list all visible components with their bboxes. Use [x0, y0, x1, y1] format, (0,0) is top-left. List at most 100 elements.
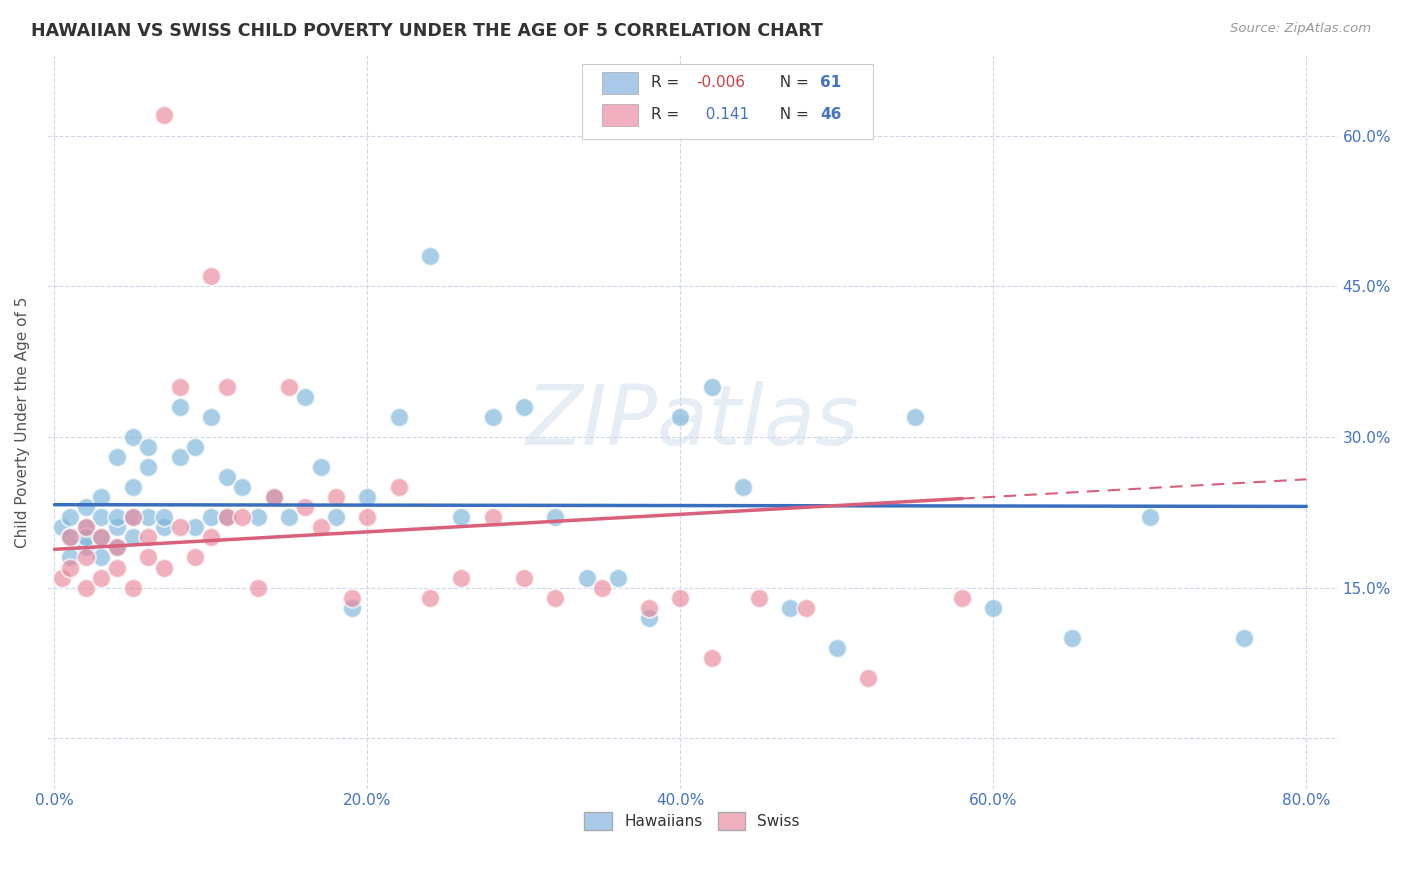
Point [856, 671, 879, 685]
Point [59, 550, 82, 565]
Text: HAWAIIAN VS SWISS CHILD POVERTY UNDER THE AGE OF 5 CORRELATION CHART: HAWAIIAN VS SWISS CHILD POVERTY UNDER TH… [31, 22, 823, 40]
Point [51, 520, 73, 534]
Text: 61: 61 [820, 75, 841, 90]
Point [388, 480, 411, 494]
Point [200, 510, 222, 524]
Point [215, 379, 238, 393]
Text: R =: R = [651, 75, 683, 90]
Point [513, 570, 536, 584]
Point [121, 510, 143, 524]
Point [75, 541, 97, 555]
Point [356, 510, 378, 524]
Point [513, 400, 536, 414]
Point [419, 591, 441, 605]
Point [138, 440, 160, 454]
Point [294, 500, 316, 515]
Point [278, 379, 301, 393]
Point [59, 560, 82, 574]
Point [356, 490, 378, 504]
Point [294, 390, 316, 404]
Point [169, 450, 191, 464]
Point [263, 490, 285, 504]
Text: N =: N = [769, 107, 813, 122]
Point [59, 530, 82, 544]
Point [575, 570, 598, 584]
Point [105, 450, 128, 464]
Point [731, 480, 754, 494]
Point [700, 379, 723, 393]
Point [138, 530, 160, 544]
Point [105, 541, 128, 555]
Point [184, 550, 207, 565]
Point [1060, 631, 1083, 645]
Point [450, 510, 472, 524]
Point [90, 490, 112, 504]
Point [419, 249, 441, 263]
Point [59, 530, 82, 544]
Point [51, 570, 73, 584]
Point [138, 510, 160, 524]
Point [169, 379, 191, 393]
Point [215, 510, 238, 524]
Point [231, 480, 253, 494]
Text: 0.141: 0.141 [696, 107, 749, 122]
Point [340, 600, 363, 615]
Point [481, 510, 503, 524]
Point [90, 570, 112, 584]
Point [75, 581, 97, 595]
Point [75, 520, 97, 534]
Text: -0.006: -0.006 [696, 75, 745, 90]
Point [779, 600, 801, 615]
Point [121, 581, 143, 595]
Point [169, 400, 191, 414]
Point [200, 409, 222, 424]
Point [215, 470, 238, 484]
Point [153, 510, 176, 524]
Point [215, 510, 238, 524]
Point [325, 490, 347, 504]
FancyBboxPatch shape [602, 71, 638, 94]
Point [904, 409, 927, 424]
Point [278, 510, 301, 524]
Point [669, 409, 692, 424]
Point [309, 520, 332, 534]
Point [606, 570, 628, 584]
Point [153, 560, 176, 574]
Text: R =: R = [651, 107, 683, 122]
Point [90, 550, 112, 565]
Point [263, 490, 285, 504]
Point [544, 591, 567, 605]
Point [794, 600, 817, 615]
Point [121, 530, 143, 544]
Point [105, 520, 128, 534]
Text: N =: N = [769, 75, 813, 90]
Point [246, 581, 269, 595]
Point [169, 520, 191, 534]
Point [983, 600, 1005, 615]
Legend: Hawaiians, Swiss: Hawaiians, Swiss [578, 806, 806, 836]
Point [90, 530, 112, 544]
Point [325, 510, 347, 524]
FancyBboxPatch shape [602, 103, 638, 126]
Point [700, 651, 723, 665]
Point [121, 510, 143, 524]
Point [138, 550, 160, 565]
Point [1233, 631, 1256, 645]
Point [138, 460, 160, 475]
Point [105, 510, 128, 524]
Text: Source: ZipAtlas.com: Source: ZipAtlas.com [1230, 22, 1371, 36]
Point [1139, 510, 1161, 524]
Point [825, 640, 848, 655]
Point [950, 591, 973, 605]
Point [153, 520, 176, 534]
Point [481, 409, 503, 424]
Point [591, 581, 613, 595]
Point [544, 510, 567, 524]
Point [246, 510, 269, 524]
Point [200, 530, 222, 544]
Point [638, 600, 661, 615]
Point [121, 430, 143, 444]
FancyBboxPatch shape [582, 64, 873, 139]
Point [184, 440, 207, 454]
Point [59, 510, 82, 524]
